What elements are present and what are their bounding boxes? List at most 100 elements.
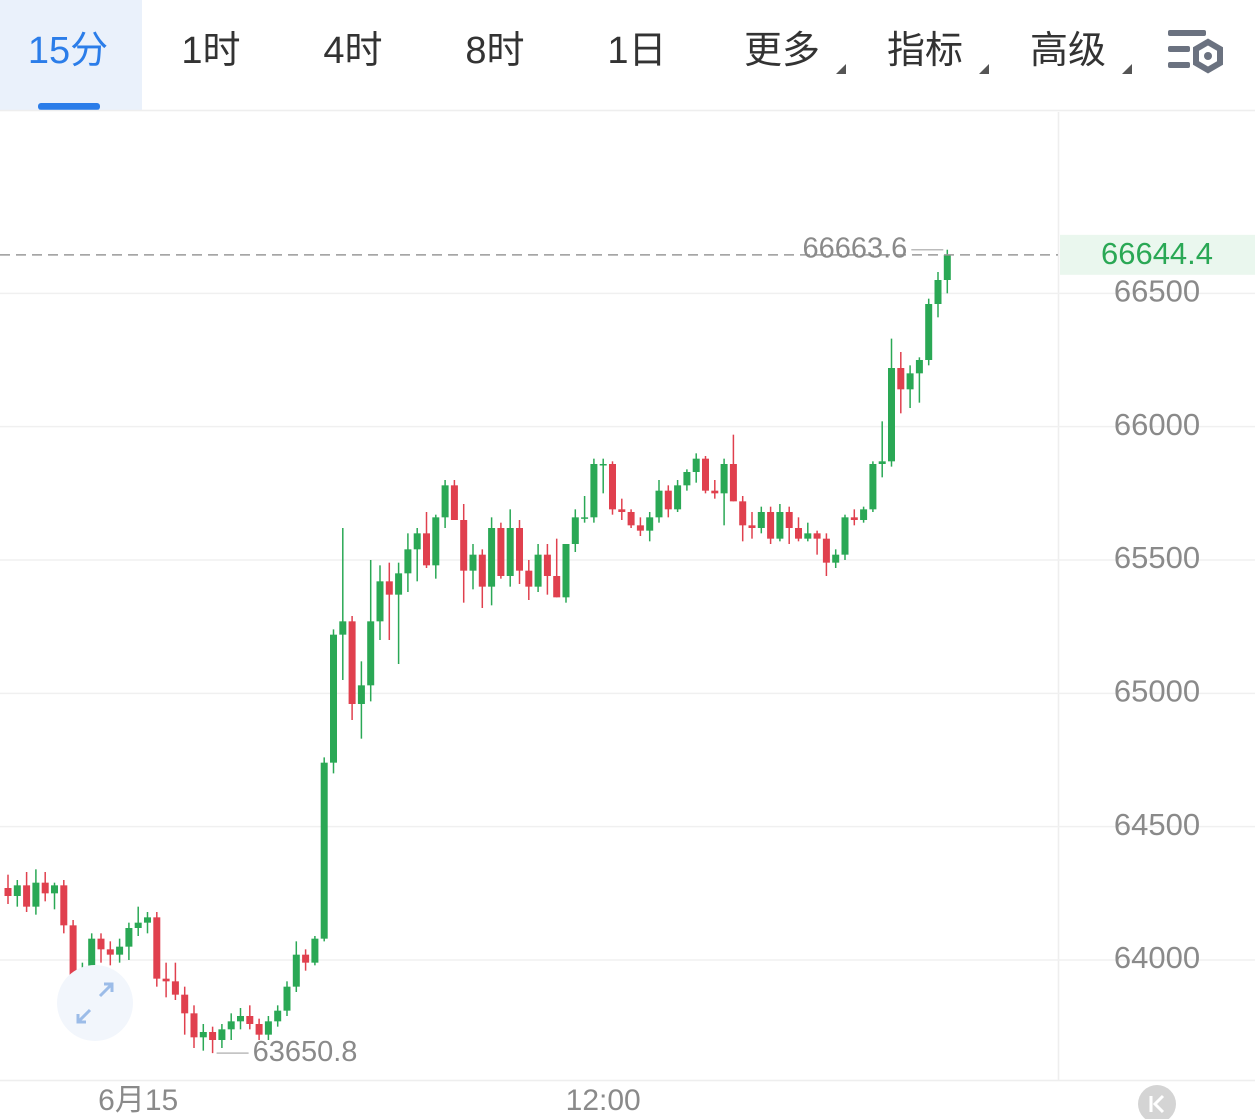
candle-body xyxy=(506,528,514,576)
candle-body xyxy=(432,517,440,566)
candle-body xyxy=(348,621,356,704)
candle-body xyxy=(60,885,68,926)
candle-body xyxy=(525,570,533,587)
candle-body xyxy=(125,928,133,947)
candle-body xyxy=(804,533,812,539)
candle-body xyxy=(934,280,942,304)
candle-body xyxy=(767,512,775,539)
candle-body xyxy=(292,954,300,987)
candle-body xyxy=(218,1029,226,1040)
candle-body xyxy=(367,621,375,686)
icon-part xyxy=(1149,1094,1165,1114)
candle-body xyxy=(888,368,895,462)
candle-body xyxy=(488,528,496,587)
candle-body xyxy=(264,1021,272,1035)
candle-body xyxy=(646,517,654,531)
candle-body xyxy=(423,533,430,566)
tab[interactable]: 更多 xyxy=(744,30,846,74)
candle-body xyxy=(943,254,951,280)
tab[interactable]: 高级 xyxy=(1030,30,1132,74)
candle-body xyxy=(116,946,124,955)
expand-button[interactable] xyxy=(57,965,133,1041)
tab[interactable]: 指标 xyxy=(887,30,989,74)
last-price-bg xyxy=(1060,234,1255,275)
candle-body xyxy=(878,461,886,464)
candle-body xyxy=(237,1016,244,1022)
candle-body xyxy=(702,458,709,491)
candle-body xyxy=(153,917,161,979)
candle-body xyxy=(469,554,477,571)
candle-body xyxy=(599,464,607,466)
tab[interactable]: 1日 xyxy=(607,30,666,72)
candle-body xyxy=(683,472,691,486)
candle-body xyxy=(618,509,626,512)
candle-body xyxy=(925,304,933,360)
candle-body xyxy=(627,512,635,526)
candle-body xyxy=(850,517,858,520)
icon-part xyxy=(1193,38,1223,74)
candle-body xyxy=(534,554,542,587)
dropdown-caret xyxy=(1122,64,1132,74)
candle-body xyxy=(97,938,105,950)
candle-body xyxy=(832,554,840,563)
candle-body xyxy=(664,490,672,510)
candle-body xyxy=(692,458,700,472)
tab[interactable]: 15分 xyxy=(0,0,142,110)
candle-body xyxy=(897,368,905,390)
candle-body xyxy=(841,517,849,555)
candle-body xyxy=(106,949,114,955)
tab[interactable]: 1时 xyxy=(181,30,240,72)
candle-body xyxy=(41,882,49,894)
grid xyxy=(0,292,1255,961)
candles xyxy=(4,249,951,1054)
candle-body xyxy=(636,525,644,531)
candle-body xyxy=(199,1032,207,1038)
min-label: 63650.8 xyxy=(253,1036,358,1068)
candle-body xyxy=(553,576,561,598)
candle-body xyxy=(246,1016,254,1024)
candle-body xyxy=(311,938,319,963)
tab-label: 高级 xyxy=(1030,30,1106,72)
candle-body xyxy=(711,490,719,494)
candle-body xyxy=(181,994,189,1014)
candle-body xyxy=(757,512,765,528)
candle-body xyxy=(320,762,328,939)
candle-body xyxy=(339,621,347,635)
y-tick-label: 66000 xyxy=(1114,407,1200,442)
candle-body xyxy=(915,360,923,374)
candle-body xyxy=(227,1021,235,1030)
candle-body xyxy=(460,520,468,571)
tab[interactable]: 4时 xyxy=(323,30,382,72)
candle-body xyxy=(13,885,21,896)
candle-body xyxy=(562,544,570,598)
candle-body xyxy=(395,573,403,595)
candle-body xyxy=(404,549,412,574)
candle-body xyxy=(385,581,393,595)
candle-body xyxy=(543,554,551,576)
tab-label: 更多 xyxy=(744,30,820,72)
candle-body xyxy=(302,954,310,963)
max-label: 66663.6 xyxy=(802,232,907,264)
candle-body xyxy=(330,634,337,763)
candle-body xyxy=(209,1032,217,1040)
candle-body xyxy=(357,685,365,704)
candle-body xyxy=(776,512,784,539)
labels: 64000 64500 65000 65500 66000 66500 6月15 12:00 6… xyxy=(0,232,1255,1117)
tab-label: 1日 xyxy=(607,30,666,72)
candle-body xyxy=(51,885,58,894)
icon-part xyxy=(1168,62,1190,68)
candle-body xyxy=(581,517,589,519)
tab-active-bg xyxy=(0,0,142,110)
scroll-end-button[interactable] xyxy=(1138,1085,1176,1119)
candle-body xyxy=(32,882,40,907)
dropdown-caret xyxy=(836,64,846,74)
candle-body xyxy=(134,922,142,928)
y-tick-label: 66500 xyxy=(1114,274,1200,309)
settings-icon[interactable] xyxy=(1168,30,1223,74)
candle-body xyxy=(571,517,579,544)
candle-body xyxy=(822,538,830,563)
candle-body xyxy=(860,509,868,520)
tab[interactable]: 8时 xyxy=(465,30,524,72)
x-tick-label: 12:00 xyxy=(566,1084,641,1117)
